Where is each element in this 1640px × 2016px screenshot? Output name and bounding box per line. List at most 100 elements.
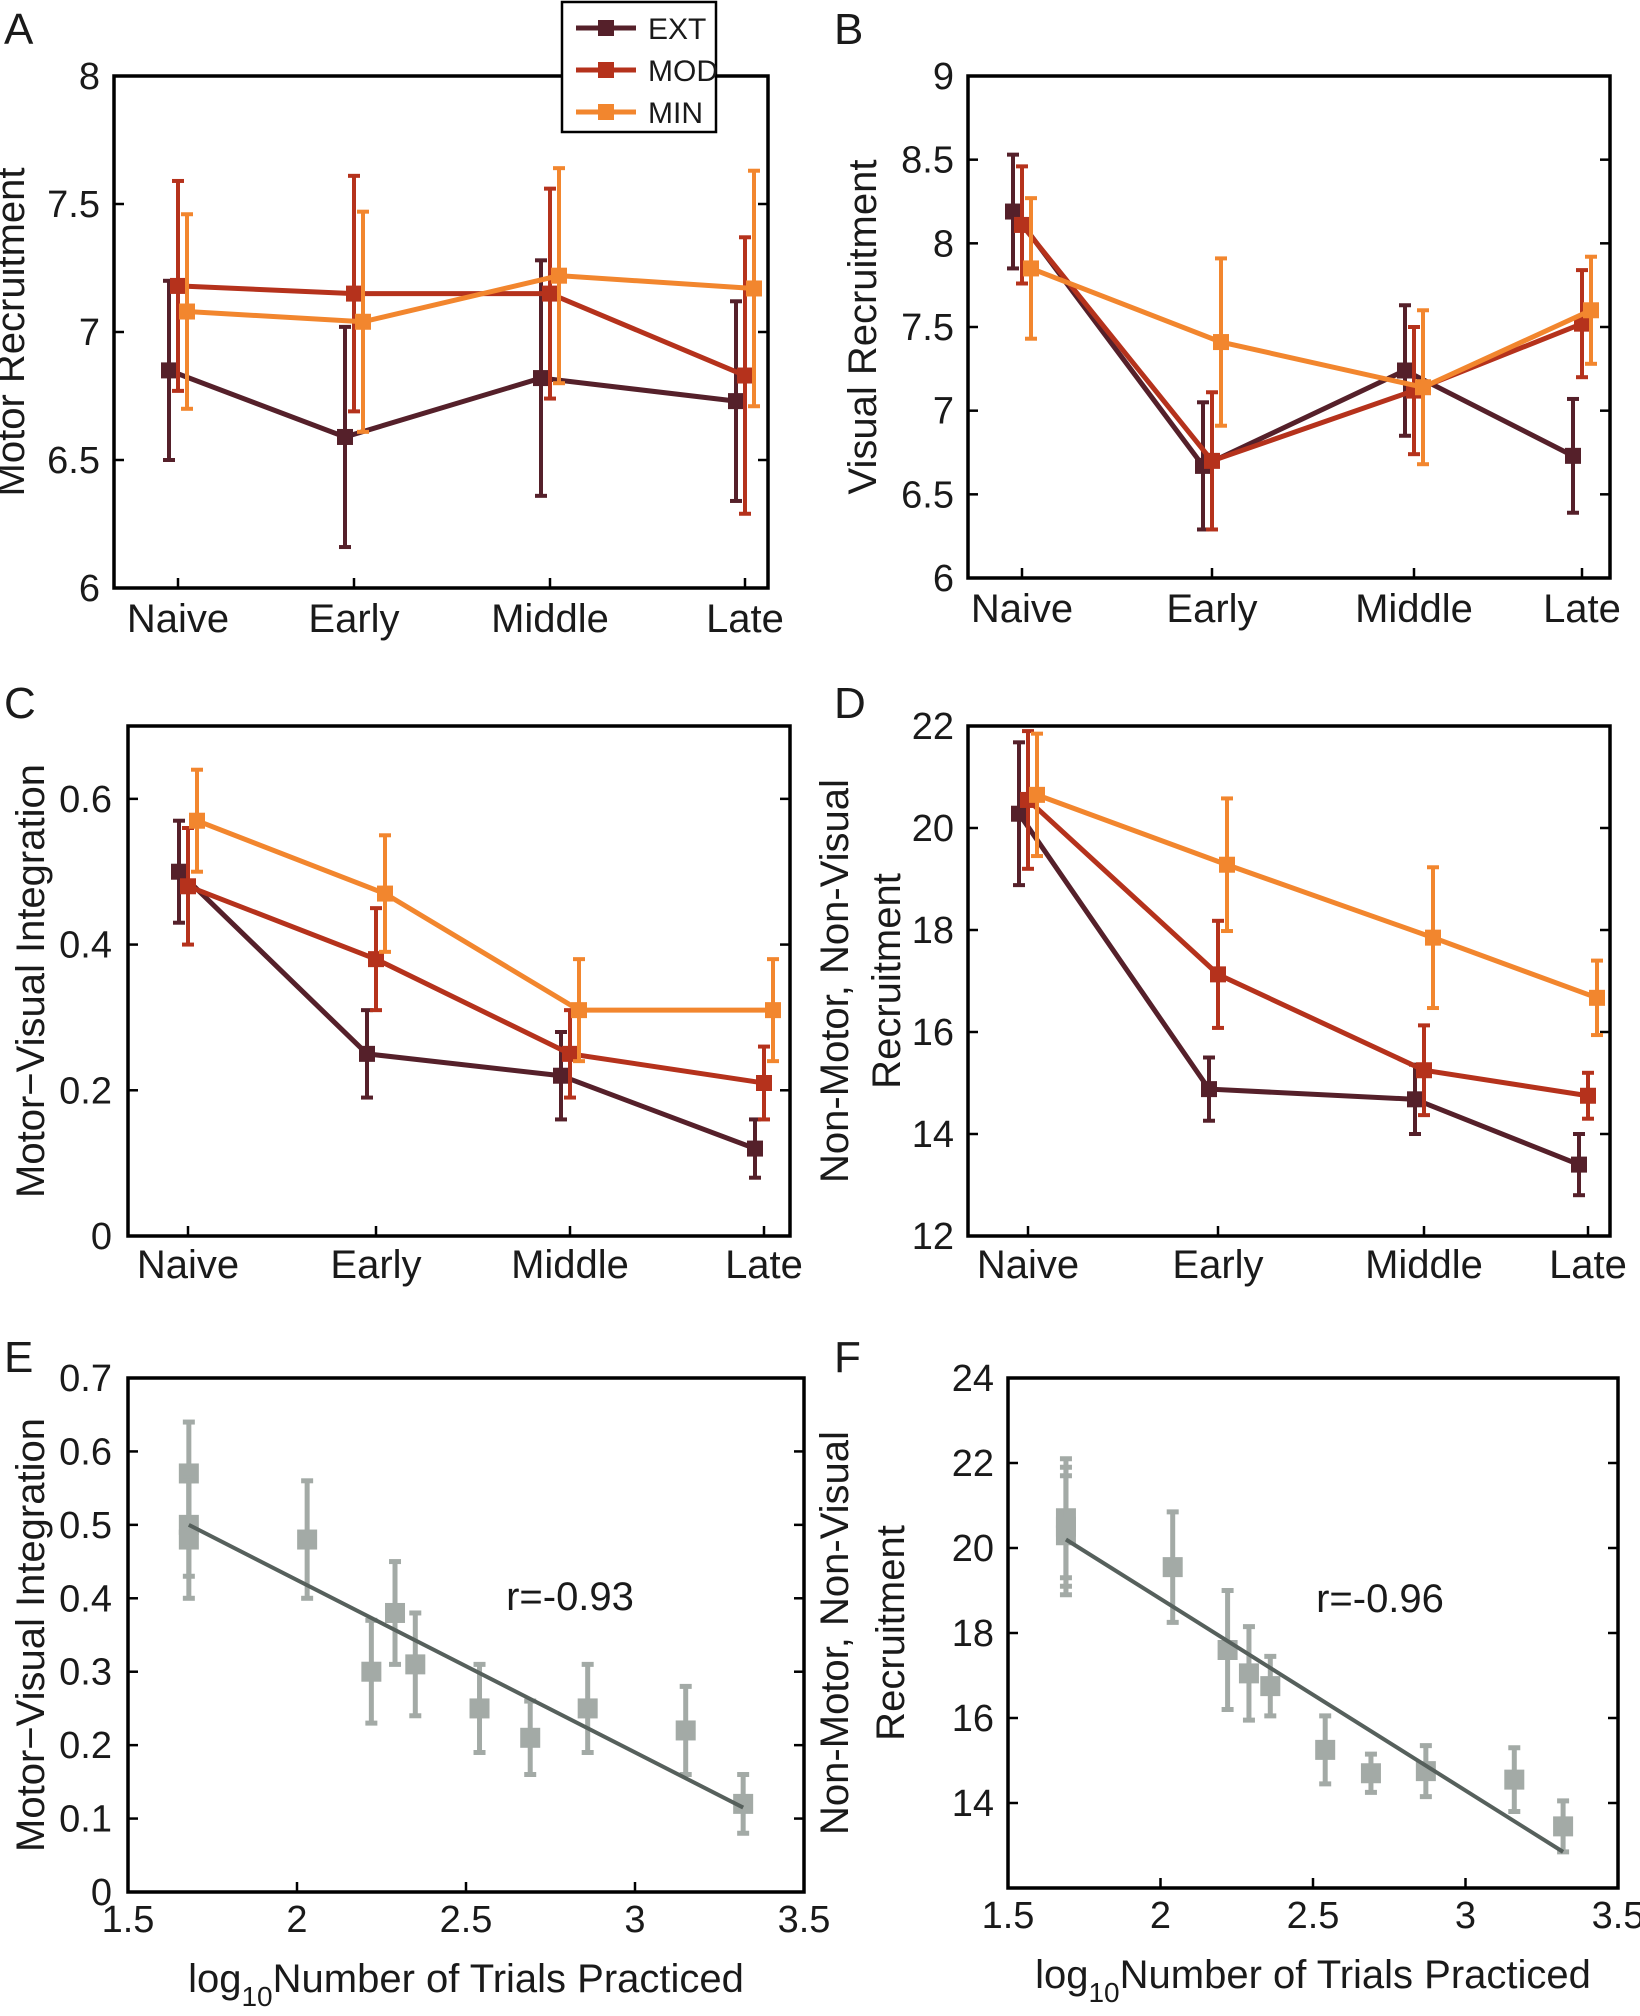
scatter-point [1504, 1769, 1525, 1790]
series-line-mod [1026, 798, 1589, 1099]
x-tick-label: Middle [511, 1243, 629, 1287]
data-point-min [571, 1002, 587, 1019]
legend-label-ext: EXT [648, 13, 706, 46]
panel-e: E 0 0.1 0.2 0.3 0.4 0.5 0.6 0.7 1.5 2 2.5 3 3.5 Motor−… [4, 1333, 830, 2012]
data-point-ext [533, 370, 549, 387]
x-tick-label: Middle [1365, 1243, 1483, 1287]
scatter-point [297, 1529, 318, 1550]
y-tick-label: 7 [79, 312, 100, 354]
data-point-min [1415, 379, 1431, 396]
y-tick-label: 24 [952, 1358, 994, 1400]
data-point-mod [542, 285, 558, 302]
y-tick-label: 0.4 [59, 1578, 112, 1620]
legend-label-mod: MOD [648, 55, 718, 88]
series-line-mod [177, 283, 746, 378]
data-point-ext [1565, 447, 1581, 464]
data-point-min [746, 280, 762, 297]
x-tick-label: Late [706, 597, 784, 641]
y-tick-label: 7.5 [47, 184, 100, 226]
data-point-mod [1210, 966, 1226, 983]
data-point-mod [562, 1045, 578, 1062]
y-tick-label: 6.5 [901, 474, 954, 516]
y-axis-label: Motor−Visual Integration [9, 1418, 53, 1852]
x-tick-label: 3 [624, 1899, 645, 1941]
data-point-min [179, 303, 195, 320]
data-point-min [1213, 334, 1229, 351]
y-tick-label: 0.7 [59, 1358, 112, 1400]
x-tick-label: Middle [1355, 587, 1473, 631]
y-tick-label: 0.1 [59, 1799, 112, 1841]
y-tick-label: 6 [933, 558, 954, 600]
y-tick-label: 0.2 [59, 1725, 112, 1767]
data-point-ext [553, 1067, 569, 1084]
axes-frame [966, 74, 1612, 580]
y-tick-label: 16 [952, 1698, 994, 1740]
panel-letter-e: E [4, 1333, 33, 1382]
panel-b: B 6 6.5 7 7.5 8 8.5 9 Naive Early Middle Late Visual… [834, 5, 1621, 631]
series-line-min [1036, 792, 1598, 1001]
panel-letter-a: A [4, 5, 34, 54]
data-point-ext [1201, 1081, 1217, 1098]
data-point-min [355, 313, 371, 330]
y-tick-label: 8.5 [901, 140, 954, 182]
y-tick-label: 6 [79, 568, 100, 610]
scatter-point [675, 1720, 696, 1741]
x-tick-label: 3.5 [1592, 1895, 1640, 1937]
data-point-mod [737, 367, 753, 384]
scatter-point [1415, 1761, 1436, 1782]
data-point-min [1219, 856, 1235, 873]
scatter-point [178, 1529, 199, 1550]
y-tick-label: 7 [933, 391, 954, 433]
y-tick-label: 22 [912, 706, 954, 748]
data-point-ext [171, 863, 187, 880]
scatter-point [1260, 1676, 1281, 1697]
y-tick-label: 0 [91, 1872, 112, 1914]
y-axis-label: Motor Recruitment [0, 168, 33, 497]
y-tick-label: 8 [79, 56, 100, 98]
x-tick-label: Early [308, 597, 399, 641]
scatter-point [1315, 1739, 1336, 1760]
y-tick-label: 14 [912, 1114, 954, 1156]
y-tick-label: 14 [952, 1783, 994, 1825]
y-tick-label: 18 [912, 910, 954, 952]
y-axis-label: Visual Recruitment [841, 160, 885, 495]
x-tick-label: Late [725, 1243, 803, 1287]
scatter-point [385, 1602, 406, 1623]
scatter-point [1360, 1763, 1381, 1784]
y-tick-label: 0.2 [59, 1070, 112, 1112]
axes-frame [126, 1376, 806, 1894]
panel-a: A 6 6.5 7 7.5 8 Naive Early Middle Late Motor Recr… [0, 5, 784, 641]
series-line-ext [1010, 210, 1575, 470]
x-tick-label: Late [1549, 1243, 1627, 1287]
y-tick-label: 7.5 [901, 307, 954, 349]
data-point-mod [368, 951, 384, 968]
series-line-ext [177, 869, 756, 1151]
data-point-min [1023, 260, 1039, 277]
scatter-point [469, 1698, 490, 1719]
x-tick-label: Naive [127, 597, 229, 641]
y-tick-label: 0.4 [59, 925, 112, 967]
data-point-min [1583, 302, 1599, 319]
data-point-ext [728, 393, 744, 410]
x-tick-label: 2 [286, 1899, 307, 1941]
x-tick-label: Middle [491, 597, 609, 641]
data-point-mod [756, 1075, 772, 1091]
data-point-mod [1416, 1062, 1432, 1079]
scatter-point [361, 1661, 382, 1682]
scatter-point [1238, 1663, 1259, 1684]
y-axis-label: Non-Motor, Non-Visual [813, 779, 857, 1183]
data-point-mod [346, 285, 362, 302]
data-point-ext [1407, 1091, 1423, 1108]
data-point-ext [1005, 203, 1021, 220]
x-tick-label: 2.5 [440, 1899, 493, 1941]
data-point-ext [747, 1140, 763, 1157]
y-tick-label: 22 [952, 1443, 994, 1485]
data-point-ext [337, 428, 353, 445]
fit-line [187, 1523, 745, 1810]
x-tick-label: Late [1543, 587, 1621, 631]
y-tick-label: 0.6 [59, 779, 112, 821]
panel-letter-b: B [834, 5, 863, 54]
y-tick-label: 16 [912, 1012, 954, 1054]
scatter-point [405, 1654, 426, 1675]
series-line-min [186, 273, 755, 325]
